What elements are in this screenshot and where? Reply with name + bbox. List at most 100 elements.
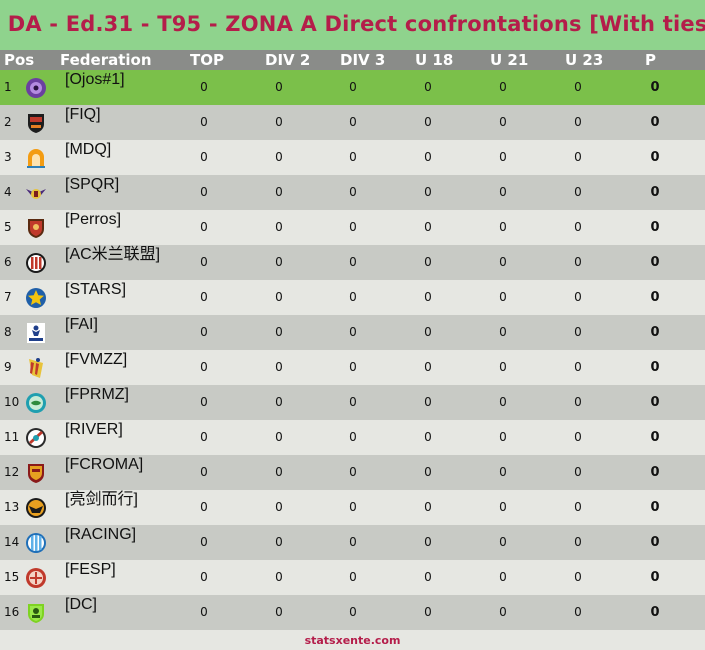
row-federation: [STARS] (65, 281, 127, 298)
row-u18: 0 (424, 185, 432, 199)
row-div2: 0 (275, 465, 283, 479)
row-pos: 1 (4, 80, 12, 94)
row-div3: 0 (349, 290, 357, 304)
purple-orb-icon (26, 78, 46, 98)
row-federation: [FPRMZ] (65, 386, 129, 403)
row-u21: 0 (499, 185, 507, 199)
row-div3: 0 (349, 80, 357, 94)
row-u21: 0 (499, 535, 507, 549)
row-pos: 16 (4, 605, 20, 619)
standings-table: 1 [Ojos#1] 0 0 0 0 0 0 0 2 [FIQ] 0 0 0 0… (0, 70, 705, 630)
row-u23: 0 (574, 220, 582, 234)
row-u18: 0 (424, 115, 432, 129)
row-pos: 6 (4, 255, 12, 269)
row-u18: 0 (424, 290, 432, 304)
row-top: 0 (200, 185, 208, 199)
table-row: 16 [DC] 0 0 0 0 0 0 0 (0, 595, 705, 630)
row-div2: 0 (275, 570, 283, 584)
row-pos: 2 (4, 115, 12, 129)
row-pos: 4 (4, 185, 12, 199)
row-points: 0 (650, 535, 660, 550)
table-row: 2 [FIQ] 0 0 0 0 0 0 0 (0, 105, 705, 140)
star-badge-icon (26, 288, 46, 308)
row-div2: 0 (275, 430, 283, 444)
row-top: 0 (200, 325, 208, 339)
row-top: 0 (200, 500, 208, 514)
row-federation: [RACING] (65, 526, 137, 543)
row-u23: 0 (574, 325, 582, 339)
row-u18: 0 (424, 430, 432, 444)
row-u21: 0 (499, 150, 507, 164)
row-federation: [RIVER] (65, 421, 123, 438)
roma-shield-icon (28, 464, 44, 483)
row-div2: 0 (275, 80, 283, 94)
row-u23: 0 (574, 80, 582, 94)
row-federation: [FESP] (65, 561, 116, 578)
table-row: 15 [FESP] 0 0 0 0 0 0 0 (0, 560, 705, 595)
row-pos: 15 (4, 570, 20, 584)
row-points: 0 (650, 150, 660, 165)
row-pos: 11 (4, 430, 20, 444)
table-row: 12 [FCROMA] 0 0 0 0 0 0 0 (0, 455, 705, 490)
row-u23: 0 (574, 535, 582, 549)
green-dc-shield-icon (28, 604, 44, 623)
row-federation: [Perros] (65, 211, 122, 228)
header-points: P (645, 51, 656, 69)
footer-credit: statsxente.com (304, 634, 401, 647)
row-u21: 0 (499, 115, 507, 129)
row-div2: 0 (275, 185, 283, 199)
row-pos: 3 (4, 150, 12, 164)
row-federation: [MDQ] (65, 141, 112, 158)
row-u21: 0 (499, 465, 507, 479)
row-div3: 0 (349, 325, 357, 339)
row-federation: [Ojos#1] (65, 71, 125, 88)
row-pos: 8 (4, 325, 12, 339)
row-points: 0 (650, 360, 660, 375)
row-federation: [FIQ] (65, 106, 101, 123)
table-row: 10 [FPRMZ] 0 0 0 0 0 0 0 (0, 385, 705, 420)
row-u21: 0 (499, 80, 507, 94)
table-row: 3 [MDQ] 0 0 0 0 0 0 0 (0, 140, 705, 175)
globe-badge-icon (26, 393, 46, 413)
row-u23: 0 (574, 150, 582, 164)
row-u23: 0 (574, 465, 582, 479)
row-div3: 0 (349, 605, 357, 619)
row-u18: 0 (424, 80, 432, 94)
table-row: 13 [亮剑而行] 0 0 0 0 0 0 0 (0, 490, 705, 525)
winged-emblem-icon (26, 189, 46, 199)
row-top: 0 (200, 115, 208, 129)
row-points: 0 (650, 395, 660, 410)
striped-crest-icon (29, 358, 43, 378)
row-div3: 0 (349, 535, 357, 549)
row-div3: 0 (349, 395, 357, 409)
row-div3: 0 (349, 570, 357, 584)
row-federation: [FVMZZ] (65, 351, 128, 368)
row-div2: 0 (275, 360, 283, 374)
header-div3: DIV 3 (340, 51, 386, 69)
row-top: 0 (200, 465, 208, 479)
table-row: 1 [Ojos#1] 0 0 0 0 0 0 0 (0, 70, 705, 105)
row-federation: [AC米兰联盟] (65, 246, 161, 263)
red-ball-icon (26, 568, 46, 588)
row-u21: 0 (499, 395, 507, 409)
row-points: 0 (650, 465, 660, 480)
row-u18: 0 (424, 395, 432, 409)
header-top: TOP (190, 51, 224, 69)
row-pos: 13 (4, 500, 20, 514)
row-federation: [DC] (65, 596, 97, 613)
ac-milan-badge-icon (26, 253, 46, 273)
row-u23: 0 (574, 500, 582, 514)
row-pos: 5 (4, 220, 12, 234)
table-row: 11 [RIVER] 0 0 0 0 0 0 0 (0, 420, 705, 455)
row-u21: 0 (499, 325, 507, 339)
row-u21: 0 (499, 360, 507, 374)
row-points: 0 (650, 80, 660, 95)
row-div3: 0 (349, 150, 357, 164)
row-u23: 0 (574, 430, 582, 444)
row-u18: 0 (424, 255, 432, 269)
row-div3: 0 (349, 255, 357, 269)
row-u21: 0 (499, 290, 507, 304)
row-federation: [亮剑而行] (65, 491, 138, 508)
row-div3: 0 (349, 360, 357, 374)
row-u23: 0 (574, 605, 582, 619)
